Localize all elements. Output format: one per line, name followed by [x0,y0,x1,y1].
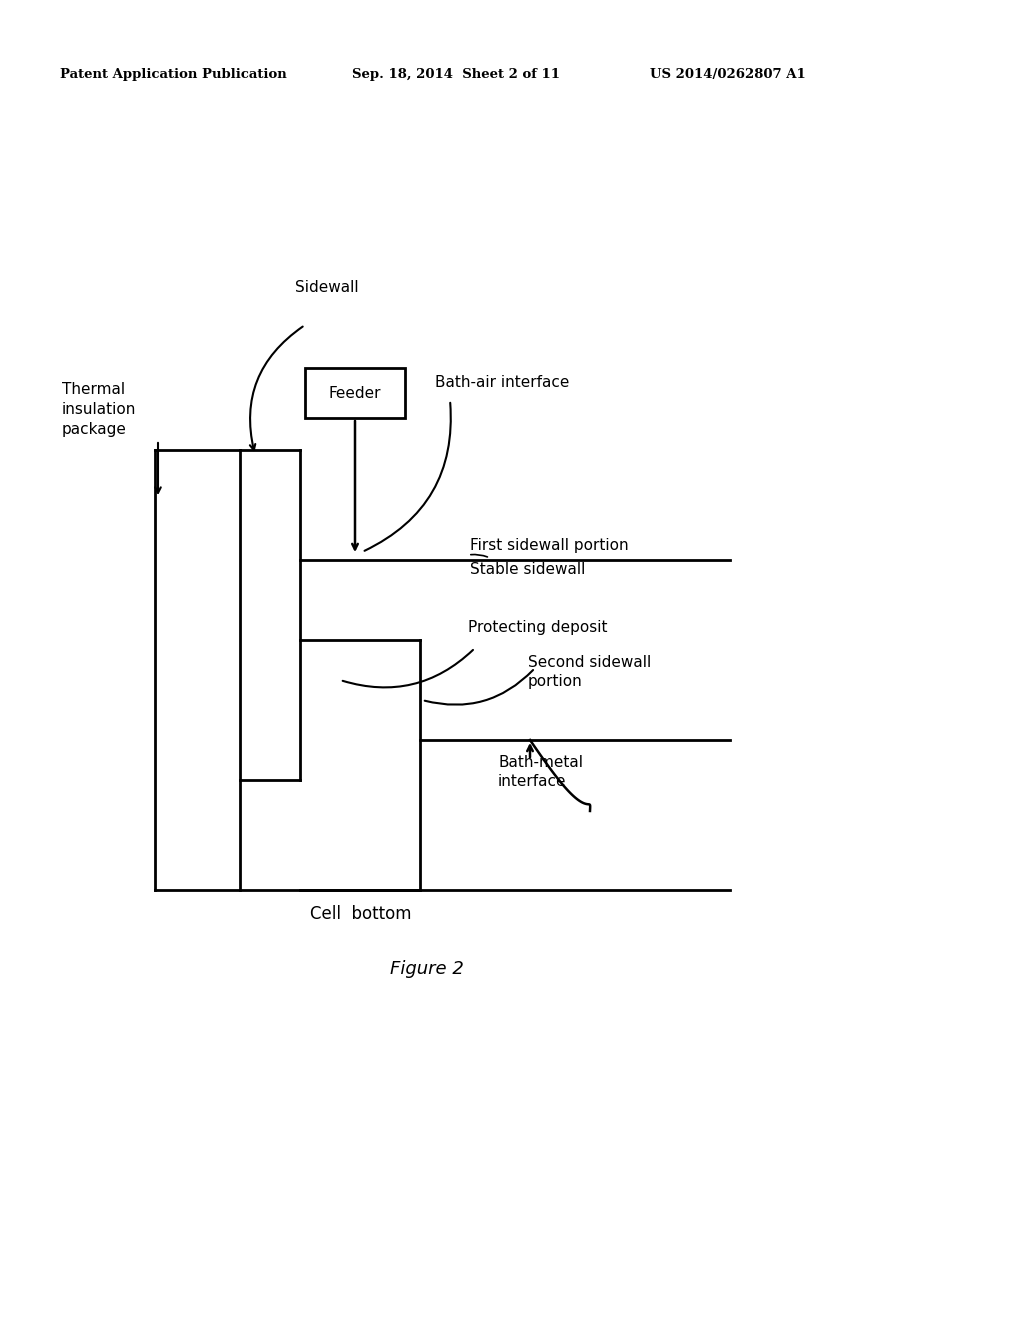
Text: Thermal
insulation
package: Thermal insulation package [62,381,136,437]
Text: Sep. 18, 2014  Sheet 2 of 11: Sep. 18, 2014 Sheet 2 of 11 [352,69,560,81]
Text: First sidewall portion: First sidewall portion [470,539,629,553]
Text: Patent Application Publication: Patent Application Publication [60,69,287,81]
Text: Stable sidewall: Stable sidewall [470,562,586,577]
Text: Second sidewall
portion: Second sidewall portion [528,655,651,689]
Text: US 2014/0262807 A1: US 2014/0262807 A1 [650,69,806,81]
Text: Feeder: Feeder [329,385,381,400]
Text: Bath-air interface: Bath-air interface [435,375,569,389]
Text: Figure 2: Figure 2 [390,960,464,978]
Text: Sidewall: Sidewall [295,280,358,294]
FancyBboxPatch shape [305,368,406,418]
Text: Protecting deposit: Protecting deposit [468,620,607,635]
Text: Bath-metal
interface: Bath-metal interface [498,755,583,788]
Text: Cell  bottom: Cell bottom [310,906,412,923]
